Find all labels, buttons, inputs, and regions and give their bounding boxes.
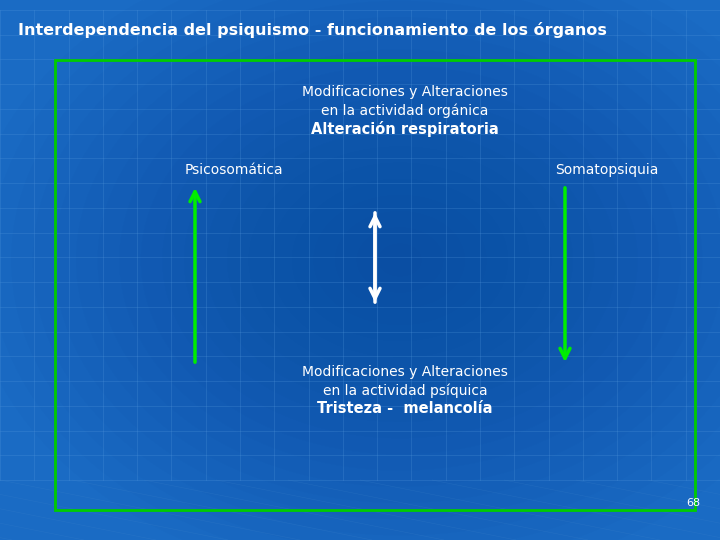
Text: Somatopsiquia: Somatopsiquia bbox=[555, 163, 658, 177]
Text: Modificaciones y Alteraciones: Modificaciones y Alteraciones bbox=[302, 365, 508, 379]
Text: Interdependencia del psiquismo - funcionamiento de los órganos: Interdependencia del psiquismo - funcion… bbox=[18, 22, 607, 38]
Text: 68: 68 bbox=[686, 498, 700, 508]
Text: Psicosomática: Psicosomática bbox=[185, 163, 284, 177]
Text: Alteración respiratoria: Alteración respiratoria bbox=[311, 121, 499, 137]
Bar bbox=[55, 60, 695, 510]
Text: en la actividad orgánica: en la actividad orgánica bbox=[321, 103, 489, 118]
Text: en la actividad psíquica: en la actividad psíquica bbox=[323, 383, 487, 397]
Text: Tristeza -  melancolía: Tristeza - melancolía bbox=[318, 401, 492, 416]
Text: Modificaciones y Alteraciones: Modificaciones y Alteraciones bbox=[302, 85, 508, 99]
